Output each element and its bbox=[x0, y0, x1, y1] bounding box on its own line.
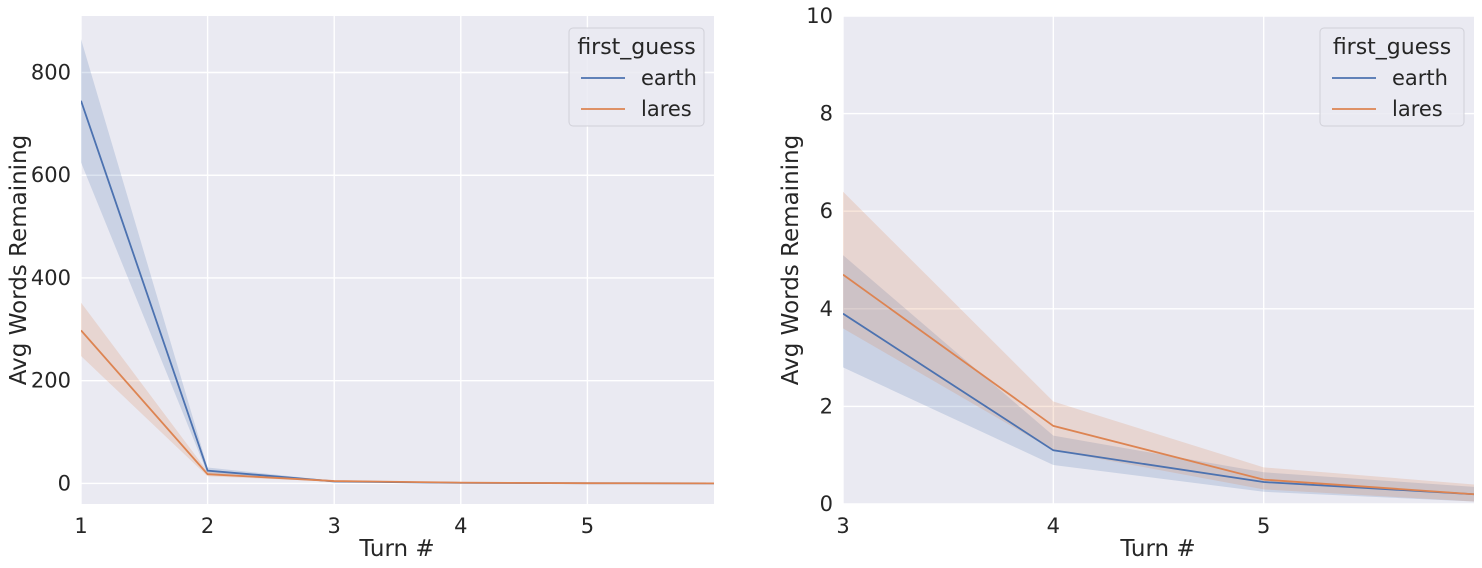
x-tick-label: 5 bbox=[581, 514, 594, 538]
x-tick-label: 3 bbox=[836, 514, 849, 538]
x-tick-label: 1 bbox=[74, 514, 87, 538]
data-layer bbox=[81, 39, 714, 485]
y-tick-label: 0 bbox=[820, 492, 833, 516]
data-layer bbox=[843, 191, 1474, 502]
y-axis-title: Avg Words Remaining bbox=[778, 135, 804, 385]
y-tick-label: 400 bbox=[31, 266, 71, 290]
x-tick-label: 5 bbox=[1257, 514, 1270, 538]
series-line-lares bbox=[81, 329, 714, 485]
legend-label-earth: earth bbox=[641, 66, 697, 90]
legend-label-lares: lares bbox=[641, 97, 692, 121]
chart-panel-1: 1 2 3 4 5 0 200 400 600 800 Turn # Avg Words Remain… bbox=[6, 16, 714, 562]
ci-band-lares bbox=[843, 191, 1474, 502]
y-tick-label: 800 bbox=[31, 61, 71, 85]
y-tick-label: 2 bbox=[820, 394, 833, 418]
y-tick-label: 0 bbox=[58, 471, 71, 495]
x-tick-label: 4 bbox=[1047, 514, 1060, 538]
legend-title: first_guess bbox=[1333, 35, 1451, 60]
y-axis-title: Avg Words Remaining bbox=[6, 135, 32, 385]
x-tick-label: 3 bbox=[328, 514, 341, 538]
series-line-earth bbox=[843, 312, 1474, 496]
chart-panel-2: 3 4 5 0 2 4 6 8 10 Turn # Avg Words Remaining first… bbox=[778, 4, 1474, 562]
ci-band-earth bbox=[843, 255, 1474, 502]
y-tick-label: 6 bbox=[820, 199, 833, 223]
x-axis-title: Turn # bbox=[358, 536, 434, 562]
y-tick-label: 200 bbox=[31, 369, 71, 393]
x-tick-label: 4 bbox=[454, 514, 467, 538]
x-axis-title: Turn # bbox=[1119, 536, 1195, 562]
y-tick-label: 8 bbox=[820, 102, 833, 126]
x-tick-label: 2 bbox=[201, 514, 214, 538]
y-tick-label: 4 bbox=[820, 297, 833, 321]
legend-label-lares: lares bbox=[1392, 97, 1443, 121]
series-line-lares bbox=[843, 273, 1474, 496]
legend-label-earth: earth bbox=[1392, 66, 1448, 90]
y-tick-label: 600 bbox=[31, 163, 71, 187]
legend-title: first_guess bbox=[577, 35, 695, 60]
legend-box bbox=[1319, 27, 1465, 127]
y-tick-label: 10 bbox=[806, 4, 833, 28]
legend-box bbox=[568, 27, 705, 127]
